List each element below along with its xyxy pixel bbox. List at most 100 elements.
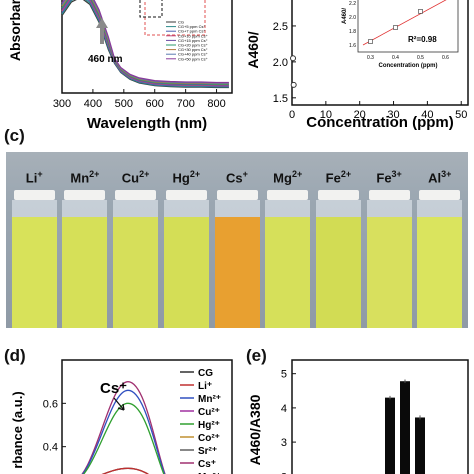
chart-b: A460/ 1.5 2.0 2.5 0 10 20 30 40 50 1.6 1.8 2.0 2.2 0… bbox=[245, 0, 469, 131]
x-ticks-a: 300 400 500 600 700 800 bbox=[53, 89, 226, 110]
legend-label-d: Cu²⁺ bbox=[198, 407, 220, 418]
vial-liquid bbox=[417, 217, 463, 328]
panel-label-e: (e) bbox=[246, 346, 267, 365]
vial-label: Cs+ bbox=[226, 169, 248, 186]
vial-cap bbox=[368, 190, 410, 200]
inset-y-tick-label: 2.2 bbox=[349, 1, 356, 7]
x-tick-label-a: 800 bbox=[207, 98, 225, 110]
chart-d: rbance (a.u.) 0.4 0.6 Cs⁺ CG Li⁺ Mn²⁺ Cu²⁺ Hg… bbox=[10, 359, 233, 474]
data-point-b bbox=[290, 55, 297, 62]
dashed-box-black bbox=[139, 0, 163, 18]
legend-label-d: Li⁺ bbox=[198, 381, 212, 392]
legend-label-d: Co²⁺ bbox=[198, 433, 220, 444]
vial-liquid bbox=[163, 217, 209, 328]
legend-label-a: CG+5 ppm Cs⁺ bbox=[178, 24, 206, 29]
x-tick-label-b: 0 bbox=[289, 109, 295, 121]
arrow-down-icon bbox=[113, 397, 125, 411]
inset-y-tick-label: 1.6 bbox=[349, 43, 356, 49]
vial-photo: Li+ Mn2+ Cu2+ Hg2+ Cs+ Mg2+ Fe2+ Fe3+ Al3+ bbox=[6, 152, 468, 328]
inset-x-tick-label: 0.3 bbox=[367, 55, 374, 61]
legend-label-d: Cs⁺ bbox=[198, 459, 216, 470]
vial-liquid bbox=[113, 217, 159, 328]
plot-frame-b bbox=[291, 0, 469, 106]
vial-liquid bbox=[11, 217, 57, 328]
x-tick-label-b: 30 bbox=[387, 109, 399, 121]
inset-r2: R²=0.98 bbox=[408, 35, 437, 44]
legend-label-a: CG+7 ppm Cs⁺ bbox=[178, 29, 206, 34]
plot-frame-e bbox=[291, 359, 469, 474]
ylabel-d: rbance (a.u.) bbox=[10, 391, 25, 468]
inset-ylabel: A460/ bbox=[342, 8, 348, 24]
legend-box-d bbox=[176, 364, 230, 474]
inset-y-tick-label: 2.0 bbox=[349, 15, 356, 21]
inset-point bbox=[368, 39, 373, 44]
y-tick-label-e: 5 bbox=[281, 369, 287, 381]
x-tick-label-b: 40 bbox=[421, 109, 433, 121]
vial-label: Fe3+ bbox=[376, 169, 402, 186]
bar-e bbox=[385, 397, 395, 474]
spectrum-line-d bbox=[101, 467, 150, 474]
x-tick-label-a: 500 bbox=[115, 98, 133, 110]
inset-fit-line bbox=[362, 0, 447, 46]
legend-label-d: Mg²⁺ bbox=[198, 472, 221, 474]
inset-point bbox=[393, 25, 398, 30]
legend-label-d: Hg²⁺ bbox=[198, 420, 220, 431]
x-tick-label-a: 300 bbox=[53, 98, 71, 110]
y-tick-label-e: 4 bbox=[281, 403, 287, 415]
inset-x-tick-label: 0.5 bbox=[417, 55, 424, 61]
vial-cap bbox=[267, 190, 309, 200]
legend-label-a: CG+50 ppm Cs⁺ bbox=[178, 56, 208, 61]
y-tick-label-b: 2.0 bbox=[273, 57, 288, 69]
vial-liquid bbox=[315, 217, 361, 328]
vial-label: Li+ bbox=[25, 169, 43, 186]
y-ticks-d: 0.4 0.6 bbox=[43, 398, 66, 454]
plot-frame-a bbox=[61, 0, 233, 94]
vial-cap bbox=[115, 190, 157, 200]
xlabel-b: Concentration (ppm) bbox=[306, 114, 454, 131]
vial-cap bbox=[13, 190, 55, 200]
annotation-a: 460 nm bbox=[88, 54, 123, 65]
inset-x-tick-label: 0.6 bbox=[442, 55, 449, 61]
x-tick-label-b: 20 bbox=[354, 109, 366, 121]
inset-y-tick-label: 1.8 bbox=[349, 29, 356, 35]
legend-label-a: CG+30 ppm Cs⁺ bbox=[178, 47, 208, 52]
inset-point bbox=[418, 9, 423, 14]
vial-cap bbox=[216, 190, 258, 200]
bar-e bbox=[415, 417, 425, 474]
vial-liquid bbox=[265, 217, 311, 328]
ylabel-b: A460/ bbox=[245, 31, 261, 68]
y-ticks-e: 2 3 4 5 bbox=[281, 369, 296, 474]
y-tick-label-d: 0.6 bbox=[43, 398, 58, 410]
x-tick-label-a: 700 bbox=[176, 98, 194, 110]
inset-b: 1.6 1.8 2.0 2.2 0.3 0.4 0.5 0.6 R²=0.98 Concentra… bbox=[342, 0, 459, 69]
legend-label-a: CG+15 ppm Cs⁺ bbox=[178, 38, 208, 43]
points-b bbox=[290, 55, 297, 88]
arrow-up-icon bbox=[96, 18, 108, 44]
chart-e: A460/A380 2 3 4 5 bbox=[247, 359, 469, 474]
y-tick-label-b: 1.5 bbox=[273, 93, 288, 105]
legend-label-a: CG bbox=[178, 20, 184, 25]
x-tick-label-b: 50 bbox=[455, 109, 467, 121]
spectrum-line-d bbox=[81, 389, 166, 474]
legend-label-a: CG+40 ppm Cs⁺ bbox=[178, 52, 208, 57]
bars-e bbox=[385, 379, 425, 474]
vial-label: Hg2+ bbox=[172, 169, 201, 186]
y-tick-label-b: 2.5 bbox=[273, 21, 288, 33]
vial-cap bbox=[317, 190, 359, 200]
vial-label: Cu2+ bbox=[121, 169, 150, 186]
vial-cap bbox=[64, 190, 106, 200]
vial-label: Fe2+ bbox=[325, 169, 352, 186]
y-tick-label-e: 2 bbox=[281, 471, 287, 474]
panel-label-d: (d) bbox=[4, 346, 26, 365]
legend-label-d: CG bbox=[198, 368, 213, 379]
vial-liquid bbox=[366, 217, 412, 328]
ylabel-e: A460/A380 bbox=[247, 394, 263, 465]
data-point-b bbox=[290, 81, 297, 88]
inset-x-tick-label: 0.4 bbox=[392, 55, 399, 61]
vial-cap bbox=[165, 190, 207, 200]
axes-b: 1.5 2.0 2.5 0 10 20 30 40 50 bbox=[273, 21, 468, 121]
x-tick-label-a: 400 bbox=[84, 98, 102, 110]
legend-d: CG Li⁺ Mn²⁺ Cu²⁺ Hg²⁺ Co²⁺ Sr²⁺ Cs⁺ Mg²⁺ bbox=[176, 364, 230, 474]
